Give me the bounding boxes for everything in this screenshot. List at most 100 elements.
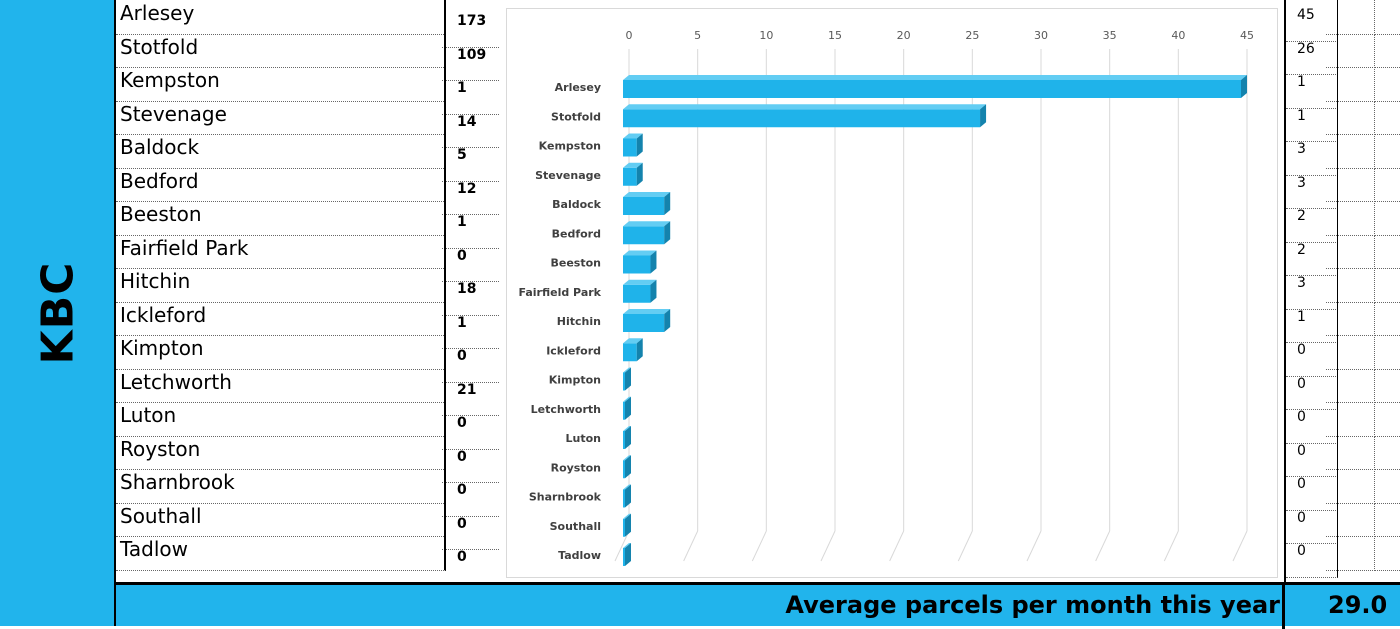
places-table: Arlesey 173 Stotfold 109 Kempston 1 Stevenage 1… — [116, 0, 517, 584]
table-row: Stotfold 109 — [116, 33, 517, 81]
bar-front — [623, 489, 625, 508]
group-label: KBC — [32, 261, 84, 365]
table-row: Kempston 1 — [116, 67, 517, 115]
place-name: Luton — [116, 402, 446, 437]
bar — [623, 75, 1247, 98]
empty-cell — [1374, 268, 1400, 303]
right-row: 0 — [1286, 402, 1400, 444]
bar-front — [623, 372, 625, 391]
place-name: Southall — [116, 502, 446, 537]
monthly-values-column: 45 26 1 1 3 3 2 2 3 1 0 0 0 0 0 0 0 — [1284, 0, 1400, 582]
place-name: Sharnbrook — [116, 469, 446, 504]
category-label: Letchworth — [531, 403, 601, 416]
bar-front — [623, 548, 625, 566]
x-tick-label: 40 — [1171, 29, 1185, 42]
bar-side — [664, 309, 671, 332]
category-label: Arlesey — [555, 81, 601, 94]
table-row: Stevenage 14 — [116, 100, 517, 148]
month-value: 0 — [1286, 335, 1338, 377]
bar-front — [623, 80, 1241, 98]
right-row: 0 — [1286, 335, 1400, 377]
bar-front — [623, 197, 665, 215]
bar — [623, 279, 657, 303]
bar-side — [650, 250, 657, 274]
right-row: 1 — [1286, 100, 1400, 142]
x-tick-label: 10 — [759, 29, 773, 42]
bar-top — [623, 513, 631, 519]
average-value: 29.0 — [1328, 591, 1388, 619]
place-name: Letchworth — [116, 368, 446, 403]
bar-side — [636, 133, 643, 157]
table-row: Letchworth 21 — [116, 368, 517, 416]
x-tick-label: 5 — [694, 29, 701, 42]
place-name: Kimpton — [116, 335, 446, 370]
bar-side — [625, 543, 631, 566]
category-label: Ickleford — [546, 344, 601, 357]
place-name: Stevenage — [116, 100, 446, 135]
month-value: 0 — [1286, 502, 1338, 544]
empty-cell — [1326, 268, 1375, 303]
bar-front — [623, 255, 651, 274]
category-label: Stevenage — [535, 169, 601, 182]
month-value: 0 — [1286, 536, 1338, 578]
category-label: Hitchin — [557, 315, 601, 328]
bar — [623, 367, 631, 391]
bar-side — [664, 192, 671, 215]
gridline-floor — [751, 530, 767, 562]
place-name: Royston — [116, 435, 446, 470]
empty-cell — [1326, 167, 1375, 202]
empty-cell — [1326, 301, 1375, 336]
bar-top — [623, 279, 657, 285]
empty-cell — [1374, 436, 1400, 470]
empty-cell — [1374, 235, 1400, 269]
place-name: Stotfold — [116, 33, 446, 68]
right-row: 3 — [1286, 134, 1400, 176]
empty-cell — [1374, 302, 1400, 336]
month-value: 3 — [1286, 268, 1338, 310]
bar-side — [625, 484, 631, 508]
gridline-floor — [683, 530, 699, 562]
empty-cell — [1374, 201, 1400, 236]
bar-top — [623, 221, 671, 227]
month-value: 3 — [1286, 134, 1338, 176]
bar-side — [636, 338, 643, 362]
month-value: 1 — [1286, 301, 1338, 343]
month-value: 45 — [1286, 0, 1338, 42]
right-row: 26 — [1286, 33, 1400, 75]
empty-cell — [1326, 368, 1375, 403]
category-label: Tadlow — [558, 549, 601, 562]
empty-cell — [1374, 0, 1400, 35]
bar — [623, 543, 631, 566]
bar-top — [623, 75, 1247, 80]
bar-top — [623, 484, 631, 490]
bar — [623, 396, 631, 420]
bar-chart: 0 5 10 15 20 25 30 35 40 45 Arlesey Stotfold Kempsto… — [518, 29, 1254, 566]
bar — [623, 426, 631, 449]
gridline-floor — [1026, 530, 1042, 562]
bar — [623, 338, 643, 362]
category-label: Sharnbrook — [529, 491, 602, 504]
empty-cell — [1374, 34, 1400, 68]
chart-area: 0 5 10 15 20 25 30 35 40 45 Arlesey Stotfold Kempsto… — [500, 0, 1284, 582]
month-value: 2 — [1286, 201, 1338, 243]
empty-cell — [1374, 101, 1400, 135]
bar-side — [636, 162, 643, 186]
right-row: 2 — [1286, 234, 1400, 276]
bar-front — [623, 226, 665, 245]
table-row: Sharnbrook 0 — [116, 469, 517, 517]
bar-front — [623, 343, 637, 362]
bar-top — [623, 543, 631, 548]
month-value: 3 — [1286, 167, 1338, 209]
bar — [623, 309, 671, 332]
right-row: 0 — [1286, 502, 1400, 544]
place-name: Beeston — [116, 201, 446, 236]
bar-front — [623, 431, 625, 449]
bar-front — [623, 109, 981, 128]
month-value: 1 — [1286, 67, 1338, 109]
right-row: 1 — [1286, 301, 1400, 343]
empty-cell — [1374, 469, 1400, 504]
empty-cell — [1374, 335, 1400, 370]
right-row: 45 — [1286, 0, 1400, 42]
place-name: Baldock — [116, 134, 446, 169]
empty-cell — [1326, 33, 1375, 68]
